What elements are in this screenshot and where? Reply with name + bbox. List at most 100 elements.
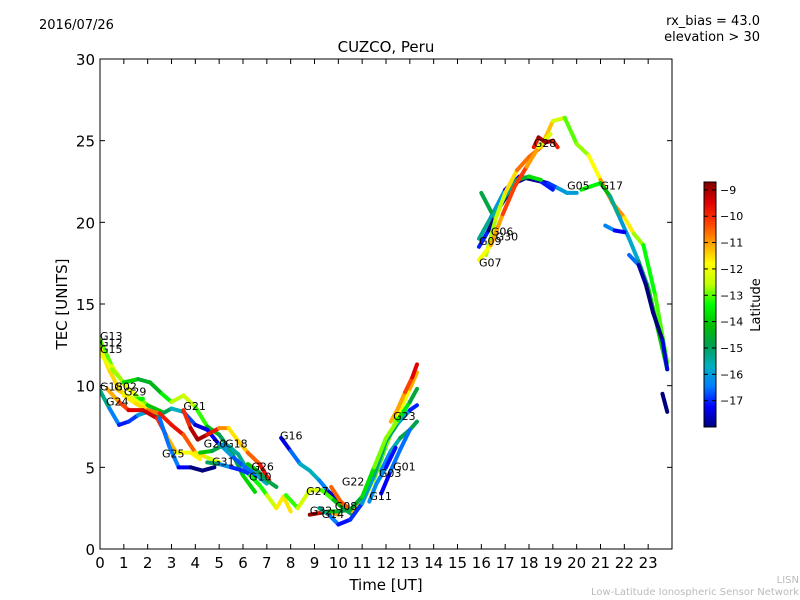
sat-label: G07 xyxy=(479,256,502,269)
series-segment xyxy=(360,473,377,506)
series-segment xyxy=(476,215,493,241)
sat-label: G24 xyxy=(106,395,129,408)
x-tick-label: 11 xyxy=(353,554,372,572)
sat-label: G22 xyxy=(342,475,365,488)
series-segment xyxy=(641,243,658,298)
series-segment xyxy=(169,393,186,404)
x-tick-label: 22 xyxy=(615,554,634,572)
series-segment xyxy=(241,473,257,494)
series-segment xyxy=(283,493,300,511)
series-segment xyxy=(407,370,419,391)
series-g10 xyxy=(248,473,293,514)
sat-label: G01 xyxy=(393,461,416,474)
series-segment xyxy=(479,190,496,218)
plot-metadata: rx_bias = 43.0 elevation > 30 xyxy=(664,14,760,46)
series-segment xyxy=(493,190,508,222)
series-segment xyxy=(503,168,520,195)
sat-label: G27 xyxy=(306,485,329,498)
colorbar-tick-label: −17 xyxy=(720,395,743,408)
credit-full: Low-Latitude Ionospheric Sensor Network xyxy=(591,587,799,598)
series-segment xyxy=(279,435,293,453)
colorbar-tick-label: −14 xyxy=(720,316,743,329)
series-segment xyxy=(107,368,122,391)
colorbar-tick-label: −15 xyxy=(720,342,743,355)
series-segment xyxy=(295,488,312,511)
series-segment xyxy=(140,408,160,421)
y-tick-label: 20 xyxy=(76,214,95,232)
series-segment xyxy=(193,450,210,460)
x-tick-label: 4 xyxy=(191,554,201,572)
series-g10b xyxy=(660,391,670,414)
series-g23 xyxy=(388,362,419,424)
series-segment xyxy=(105,386,122,404)
series-segment xyxy=(131,396,145,408)
sat-label: G28 xyxy=(534,137,557,150)
x-tick-label: 19 xyxy=(543,554,562,572)
series-g26 xyxy=(245,462,279,489)
series-segment xyxy=(100,337,114,369)
sat-label: G20 xyxy=(204,438,227,451)
series-segment xyxy=(395,390,408,411)
series-segment xyxy=(329,484,343,504)
sat-label: G23 xyxy=(393,410,416,423)
series-g28 xyxy=(531,135,560,150)
series-segment xyxy=(245,450,262,467)
sat-label: G16 xyxy=(280,430,303,443)
sat-label: G14 xyxy=(322,508,345,521)
sat-label: G08 xyxy=(335,500,358,513)
colorbar-tick-label: −10 xyxy=(720,210,743,223)
series-segment xyxy=(226,426,241,444)
y-axis: 0 5 10 15 20 25 30 xyxy=(76,51,672,559)
y-tick-label: 0 xyxy=(85,541,95,559)
series-segment xyxy=(488,212,505,248)
series-segment xyxy=(403,375,415,395)
series-segment xyxy=(188,426,200,442)
series-segment xyxy=(307,468,322,483)
series-segment xyxy=(515,155,531,173)
colorbar-tick-label: −9 xyxy=(720,184,736,197)
colorbar-gradient xyxy=(703,181,717,428)
series-segment xyxy=(248,473,262,488)
series-segment xyxy=(562,115,579,146)
series-segment xyxy=(398,427,412,452)
series-segment xyxy=(157,411,174,427)
series-segment xyxy=(388,447,403,473)
series-segment xyxy=(181,408,193,431)
colorbar-tick-label: −16 xyxy=(720,368,743,381)
series-segment xyxy=(257,462,272,483)
series-segment xyxy=(512,164,529,189)
series-g08 xyxy=(326,386,419,514)
series-segment xyxy=(157,416,172,449)
colorbar-ticks: −9 −10 −11 −12 −13 −14 −15 −16 −17 xyxy=(704,184,743,408)
x-tick-label: 16 xyxy=(472,554,491,572)
sat-label: G09 xyxy=(479,235,502,248)
series-segment xyxy=(388,406,400,424)
series-segment xyxy=(257,483,269,498)
series-segment xyxy=(650,310,665,342)
x-tick-label: 1 xyxy=(119,554,129,572)
series-segment xyxy=(288,449,303,467)
colorbar-tick-label: −12 xyxy=(720,263,743,276)
colorbar-label: Latitude xyxy=(749,278,764,332)
series-segment xyxy=(121,377,141,385)
x-tick-label: 15 xyxy=(448,554,467,572)
series-segment xyxy=(205,460,222,467)
x-tick-label: 20 xyxy=(567,554,586,572)
series-segment xyxy=(388,435,403,453)
series-segment xyxy=(133,401,150,413)
series-segment xyxy=(550,138,560,150)
series-g19 xyxy=(603,223,627,235)
series-g25 xyxy=(157,416,217,473)
sat-label: G02 xyxy=(114,381,137,394)
x-axis: 0 1 2 3 4 5 6 7 8 9 10 11 12 13 14 15 16 17 18 19 20 21 22 23 xyxy=(95,59,658,572)
sat-label: G31 xyxy=(212,456,235,469)
x-tick-label: 10 xyxy=(329,554,348,572)
series-segment xyxy=(617,215,632,241)
y-tick-label: 15 xyxy=(76,296,95,314)
series-segment xyxy=(109,367,126,385)
series-segment xyxy=(476,228,491,249)
series-segment xyxy=(500,184,517,217)
series-segment xyxy=(631,231,646,248)
series-segment xyxy=(367,481,379,504)
